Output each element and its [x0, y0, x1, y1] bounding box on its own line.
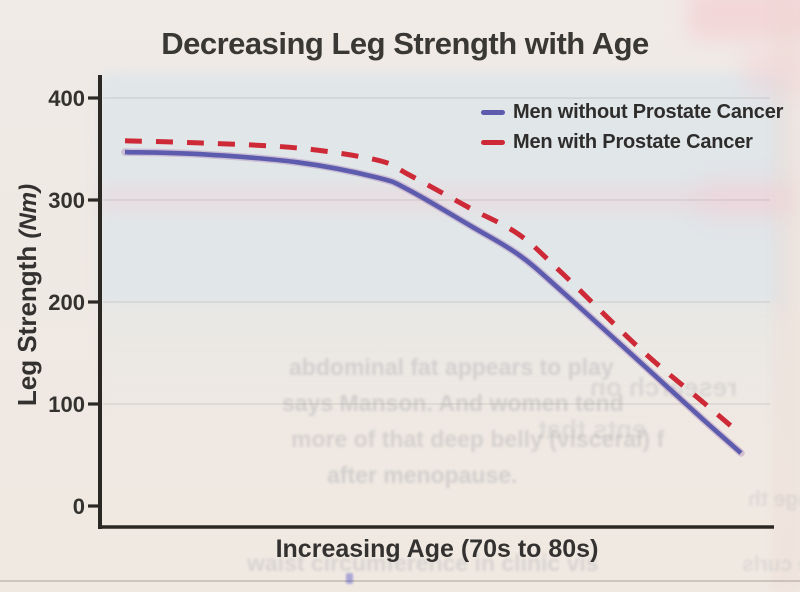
scan-pink-smudge [698, 178, 794, 220]
legend: Men without Prostate Cancer Men with Pro… [481, 101, 783, 161]
scan-edge-tint [772, 0, 800, 592]
line-series-men-with-prostate-cancer [124, 138, 743, 437]
y-axis-title-text: Leg Strength [12, 245, 42, 407]
y-tick-label-100: 100 [48, 392, 85, 417]
x-axis-title: Increasing Age (70s to 80s) [275, 535, 599, 563]
y-tick-label-0: 0 [73, 494, 85, 519]
y-axis-title: Leg Strength (Nm) [12, 115, 48, 475]
y-tick-label-300: 300 [48, 188, 85, 213]
chart-title: Decreasing Leg Strength with Age [161, 26, 649, 61]
line-series-men-without-prostate-cancer [124, 149, 743, 455]
scan-pink-smudge [744, 48, 800, 94]
y-axis-unit: (Nm) [15, 183, 42, 239]
y-tick-label-200: 200 [48, 290, 85, 315]
scan-ink-mark [346, 573, 353, 584]
legend-label: Men with Prostate Cancer [513, 131, 753, 153]
scan-pink-smudge [688, 0, 800, 40]
legend-swatch-dashed-line [481, 140, 505, 145]
legend-label: Men without Prostate Cancer [513, 101, 784, 123]
legend-item-without-cancer: Men without Prostate Cancer [481, 101, 783, 124]
legend-swatch-solid-line [481, 110, 505, 115]
y-tick-label-400: 400 [48, 86, 85, 111]
scan-bottom-rule [0, 580, 800, 582]
scan-pink-band [100, 186, 790, 212]
legend-item-with-cancer: Men with Prostate Cancer [481, 131, 783, 154]
plot-area-tint-lower [100, 300, 780, 420]
